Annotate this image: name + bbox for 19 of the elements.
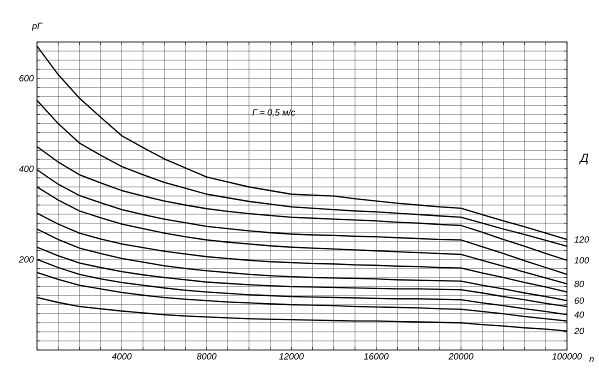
annotation: Г = 0,5 м/с xyxy=(252,109,296,117)
y-axis-title: рГ xyxy=(32,22,42,31)
x-tick-label: 12000 xyxy=(279,353,304,360)
legend-label: 80 xyxy=(574,280,584,288)
legend-label: 120 xyxy=(574,236,590,243)
x-axis-title: n xyxy=(589,357,594,362)
y-tick-label: 600 xyxy=(19,75,34,82)
x-tick-label: 16000 xyxy=(364,353,389,360)
y-tick-label: 400 xyxy=(18,166,34,172)
x-tick-label: 8000 xyxy=(196,353,216,360)
x-tick-label: 20000 xyxy=(448,353,474,360)
legend-label: 40 xyxy=(574,311,584,318)
x-tick-label: 4000 xyxy=(112,353,132,360)
legend-title: Д xyxy=(579,154,588,164)
x-tick-label: 100000 xyxy=(552,353,582,360)
legend-label: 60 xyxy=(574,297,584,304)
legend-label: 100 xyxy=(574,257,590,264)
legend-label: 20 xyxy=(574,328,584,334)
y-tick-label: 200 xyxy=(18,256,34,263)
